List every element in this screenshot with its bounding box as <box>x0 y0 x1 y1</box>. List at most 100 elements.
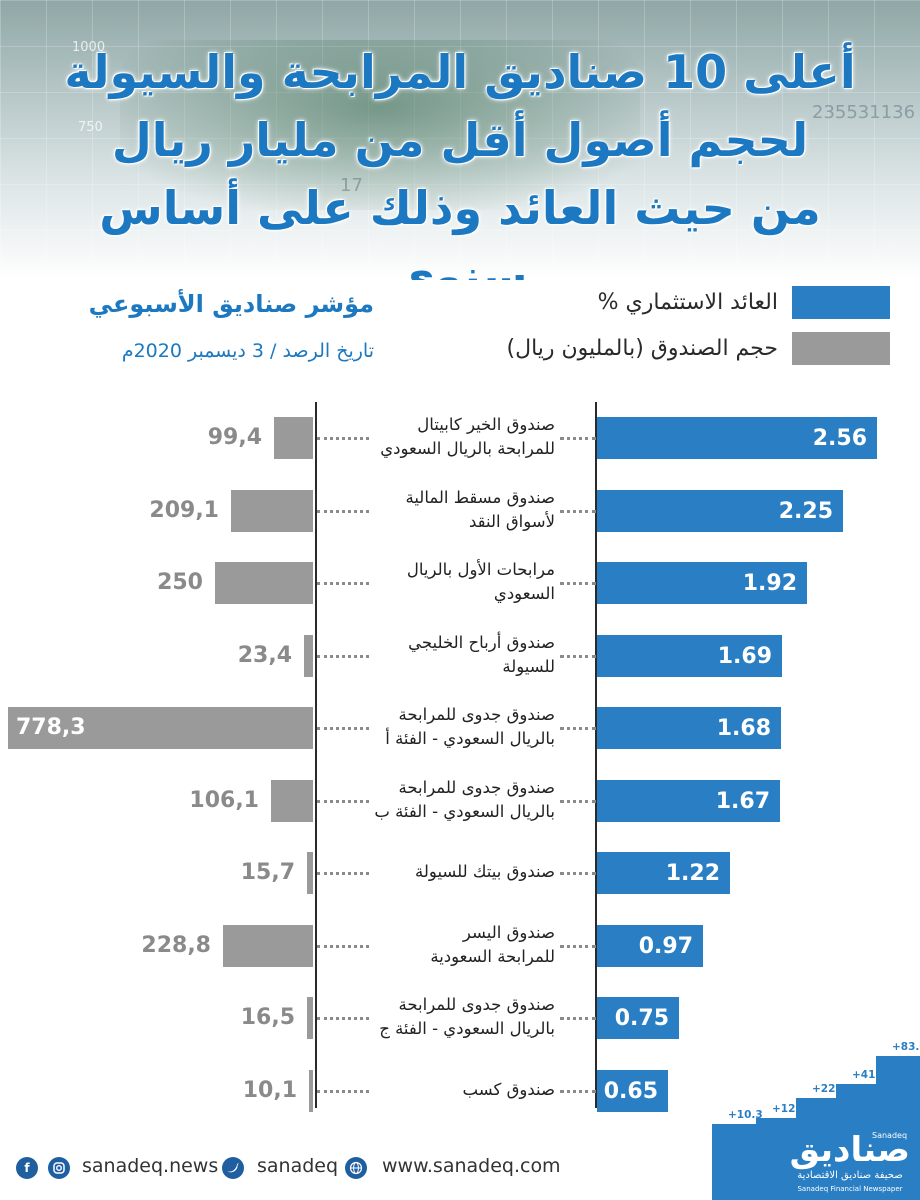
fund-name-line: صندوق بيتك للسيولة <box>415 862 555 881</box>
fund-name-line: صندوق الخير كابيتال <box>417 415 555 434</box>
size-bar <box>274 417 313 459</box>
website-link[interactable]: www.sanadeq.com <box>382 1155 561 1177</box>
social-handle-link[interactable]: sanadeq.news <box>82 1155 219 1177</box>
return-value-label: 0.75 <box>614 1005 669 1031</box>
leader-dots-left <box>317 800 369 803</box>
footer: f sanadeq.news sanadeq www.sanadeq.com <box>0 1140 780 1200</box>
leader-dots-left <box>317 655 369 658</box>
fund-name: صندوق مسقط المالية لأسواق النقد <box>370 486 555 534</box>
facebook-icon[interactable]: f <box>16 1157 38 1179</box>
fund-name-line: صندوق جدوى للمرابحة <box>398 995 555 1014</box>
twitter-handle-link[interactable]: sanadeq <box>257 1155 339 1177</box>
fund-name: صندوق أرباح الخليجي للسيولة <box>370 631 555 679</box>
globe-icon[interactable] <box>345 1157 367 1179</box>
legend-size: حجم الصندوق (بالمليون ريال) <box>506 332 890 365</box>
size-bar <box>223 925 313 967</box>
index-title: مؤشر صناديق الأسبوعي <box>88 290 374 318</box>
fund-name: مرابحات الأول بالريال السعودي <box>370 558 555 606</box>
fund-name-line: صندوق جدوى للمرابحة <box>398 705 555 724</box>
leader-dots-right <box>560 510 596 513</box>
leader-dots-left <box>317 582 369 585</box>
fund-name-line: صندوق كسب <box>462 1080 555 1099</box>
index-date: تاريخ الرصد / 3 ديسمبر 2020م <box>121 340 374 362</box>
fund-name-line: صندوق أرباح الخليجي <box>408 633 555 652</box>
size-value-label: 209,1 <box>149 498 219 523</box>
fund-name: صندوق جدوى للمرابحة بالريال السعودي - الف… <box>370 703 555 751</box>
fund-name-line: للسيولة <box>502 657 555 676</box>
return-value-label: 1.68 <box>716 715 771 741</box>
title-line: لحجم أصول أقل من مليار ريال <box>111 113 809 167</box>
return-value-label: 2.56 <box>812 425 867 451</box>
leader-dots-left <box>317 1090 369 1093</box>
size-bar <box>309 1070 313 1112</box>
legend-swatch-return <box>792 286 890 319</box>
title-line: من حيث العائد وذلك على أساس سنوي <box>99 181 821 280</box>
stair-step <box>756 1118 796 1200</box>
leader-dots-right <box>560 727 596 730</box>
fund-name-line: صندوق اليسر <box>462 923 555 942</box>
return-bar: 2.56 <box>597 417 877 459</box>
page-title: أعلى 10 صناديق المرابحة والسيولة لحجم أص… <box>40 38 880 280</box>
size-value-label: 106,1 <box>189 788 259 813</box>
twitter-icon[interactable] <box>222 1157 244 1179</box>
fund-name-line: للمرابحة بالريال السعودي <box>380 439 555 458</box>
fund-name-line: بالريال السعودي - الفئة ج <box>379 1019 555 1038</box>
return-value-label: 1.69 <box>717 643 772 669</box>
leader-dots-right <box>560 800 596 803</box>
leader-dots-right <box>560 872 596 875</box>
fund-name: صندوق اليسر للمرابحة السعودية <box>370 921 555 969</box>
leader-dots-right <box>560 945 596 948</box>
size-bar <box>8 707 313 749</box>
leader-dots-right <box>560 437 596 440</box>
return-bar: 1.22 <box>597 852 730 894</box>
flag-decoration <box>120 40 640 210</box>
return-bar: 1.69 <box>597 635 782 677</box>
return-value-label: 0.97 <box>638 933 693 959</box>
size-bar <box>215 562 313 604</box>
fund-name: صندوق جدوى للمرابحة بالريال السعودي - الف… <box>370 993 555 1041</box>
brand-logo: صناديق <box>789 1130 910 1170</box>
return-value-label: 2.25 <box>778 498 833 524</box>
return-bar: 2.25 <box>597 490 843 532</box>
legend-label-size: حجم الصندوق (بالمليون ريال) <box>506 336 779 361</box>
leader-dots-left <box>317 437 369 440</box>
fund-name: صندوق كسب <box>370 1078 555 1102</box>
fund-name-line: صندوق جدوى للمرابحة <box>398 778 555 797</box>
size-bar <box>304 635 313 677</box>
leader-dots-left <box>317 727 369 730</box>
leader-dots-right <box>560 1090 596 1093</box>
return-bar: 1.92 <box>597 562 807 604</box>
deco-number: 235531136 <box>812 102 916 123</box>
return-bar: 1.68 <box>597 707 781 749</box>
size-value-label: 99,4 <box>207 425 262 450</box>
axis-line-left <box>315 402 317 1108</box>
title-line: أعلى 10 صناديق المرابحة والسيولة <box>64 45 856 99</box>
fund-name-line: السعودي <box>493 584 555 603</box>
stair-label: +10.3 <box>728 1109 763 1121</box>
leader-dots-left <box>317 510 369 513</box>
return-value-label: 1.22 <box>665 860 720 886</box>
fund-name: صندوق جدوى للمرابحة بالريال السعودي - الف… <box>370 776 555 824</box>
size-bar <box>231 490 313 532</box>
deco-number: 17 <box>340 175 363 196</box>
leader-dots-left <box>317 945 369 948</box>
header-banner: 1000 750 235531136 17 أعلى 10 صناديق الم… <box>0 0 920 280</box>
return-bar: 1.67 <box>597 780 780 822</box>
instagram-icon[interactable] <box>48 1157 70 1179</box>
fund-name: صندوق بيتك للسيولة <box>370 860 555 884</box>
legend-swatch-size <box>792 332 890 365</box>
size-bar <box>271 780 313 822</box>
fund-name-line: بالريال السعودي - الفئة ب <box>374 802 555 821</box>
return-bar: 0.75 <box>597 997 679 1039</box>
axis-line-right <box>595 402 597 1108</box>
logo-small-text: Sanadeq <box>872 1131 908 1140</box>
return-value-label: 1.92 <box>742 570 797 596</box>
leader-dots-right <box>560 655 596 658</box>
size-bar <box>307 997 313 1039</box>
stair-step <box>876 1056 920 1200</box>
return-bar: 0.65 <box>597 1070 668 1112</box>
leader-dots-right <box>560 1017 596 1020</box>
stair-step <box>836 1084 876 1200</box>
fund-name: صندوق الخير كابيتال للمرابحة بالريال السع… <box>370 413 555 461</box>
legend-return: العائد الاستثماري % <box>598 286 890 319</box>
